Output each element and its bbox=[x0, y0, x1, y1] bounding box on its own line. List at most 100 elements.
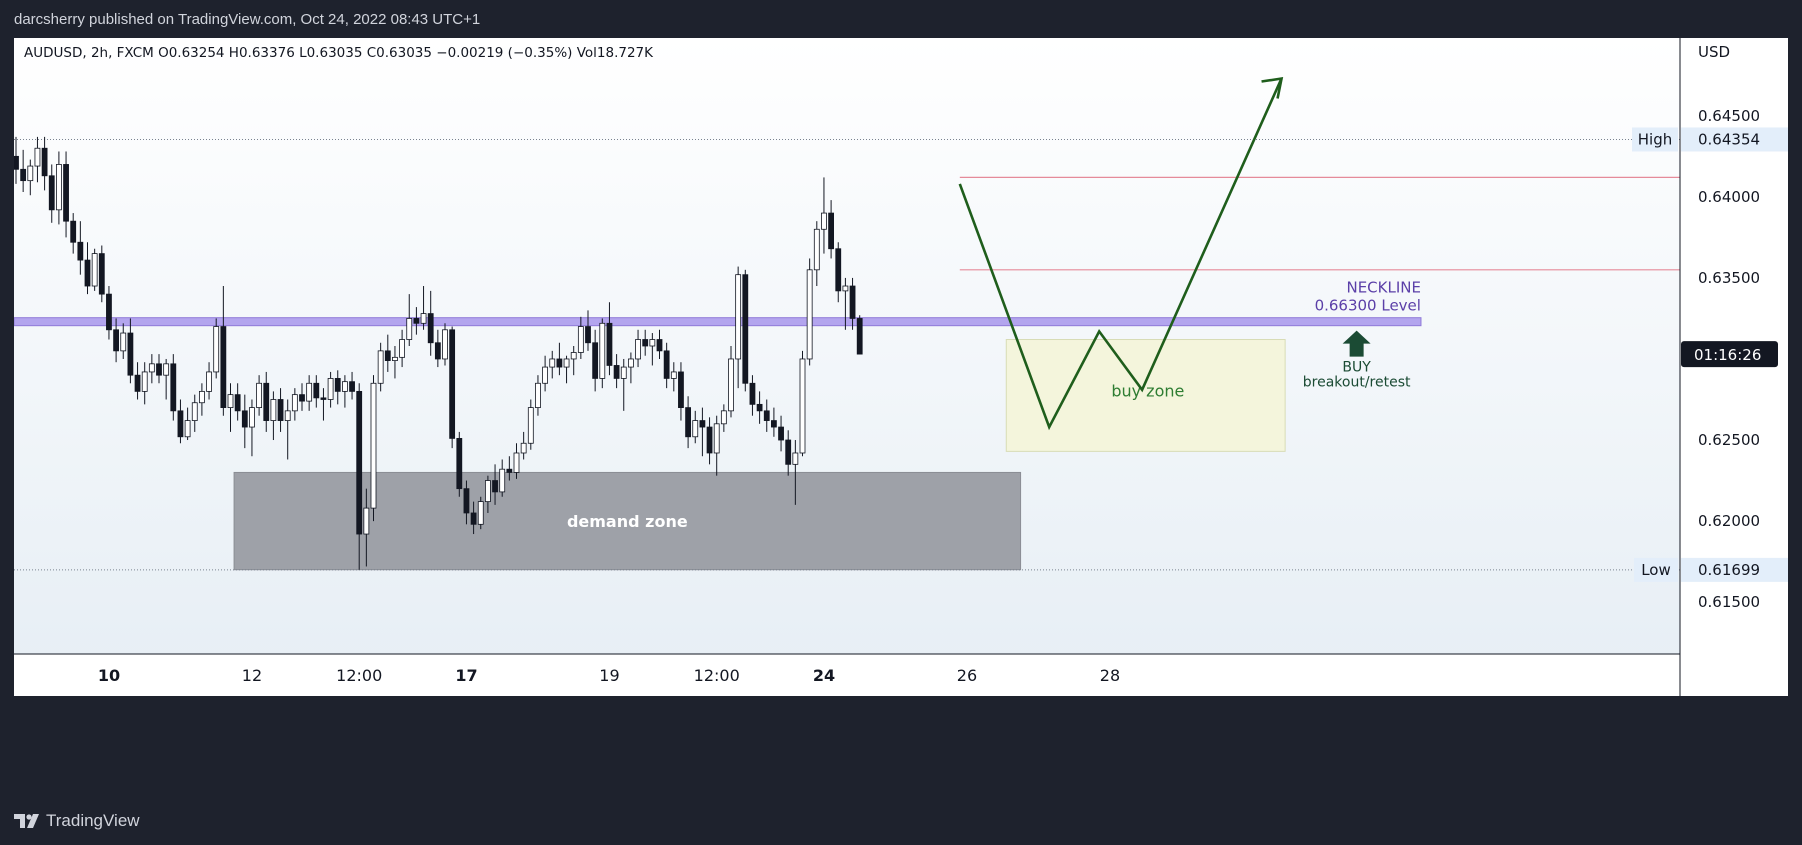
candle[interactable] bbox=[156, 354, 162, 384]
candle[interactable] bbox=[227, 383, 234, 432]
candle[interactable] bbox=[728, 346, 734, 418]
candle[interactable] bbox=[77, 221, 84, 275]
candle[interactable] bbox=[120, 323, 127, 359]
candle[interactable] bbox=[735, 266, 742, 389]
candle[interactable] bbox=[249, 399, 255, 457]
candle[interactable] bbox=[70, 213, 77, 254]
candle[interactable] bbox=[577, 316, 584, 359]
candle[interactable] bbox=[649, 333, 656, 366]
candle[interactable] bbox=[270, 391, 277, 441]
candle[interactable] bbox=[27, 159, 34, 196]
projection-path[interactable] bbox=[958, 77, 1283, 431]
candle[interactable] bbox=[170, 354, 177, 421]
candle[interactable] bbox=[549, 350, 556, 379]
candle[interactable] bbox=[706, 417, 713, 465]
candle[interactable] bbox=[98, 245, 105, 303]
candle[interactable] bbox=[13, 136, 19, 184]
candle[interactable] bbox=[434, 329, 441, 368]
candle[interactable] bbox=[84, 242, 91, 295]
candle[interactable] bbox=[399, 329, 406, 368]
candle[interactable] bbox=[678, 362, 684, 421]
candle[interactable] bbox=[670, 362, 677, 392]
candle[interactable] bbox=[349, 371, 355, 400]
candle[interactable] bbox=[291, 388, 298, 421]
candle[interactable] bbox=[256, 375, 263, 416]
candle[interactable] bbox=[48, 164, 55, 223]
candle[interactable] bbox=[334, 370, 341, 405]
candle[interactable] bbox=[835, 242, 842, 303]
candle[interactable] bbox=[20, 149, 27, 192]
chart-frame[interactable]: demand zone buy zone NECKLINE 0.66300 Leve… bbox=[13, 38, 1788, 797]
candle[interactable] bbox=[191, 394, 198, 432]
candle[interactable] bbox=[91, 248, 98, 291]
tradingview-logo[interactable]: TradingView bbox=[14, 811, 140, 831]
candle[interactable] bbox=[720, 404, 727, 432]
candle[interactable] bbox=[299, 383, 305, 411]
candle[interactable] bbox=[163, 358, 170, 400]
candle[interactable] bbox=[542, 355, 548, 392]
candle[interactable] bbox=[184, 407, 191, 441]
candle[interactable] bbox=[413, 307, 420, 335]
candle[interactable] bbox=[771, 407, 777, 437]
candle[interactable] bbox=[220, 286, 227, 416]
candle[interactable] bbox=[177, 399, 184, 444]
candle[interactable] bbox=[406, 294, 413, 346]
candle[interactable] bbox=[828, 200, 834, 259]
candle[interactable] bbox=[620, 358, 627, 411]
candle[interactable] bbox=[556, 342, 563, 376]
candle[interactable] bbox=[127, 318, 134, 384]
candle[interactable] bbox=[599, 318, 606, 389]
candle[interactable] bbox=[635, 329, 641, 368]
candle[interactable] bbox=[592, 329, 599, 392]
candle[interactable] bbox=[778, 415, 784, 452]
candle[interactable] bbox=[470, 501, 477, 535]
candle[interactable] bbox=[420, 286, 427, 330]
candle[interactable] bbox=[520, 431, 527, 460]
buy-zone-rect[interactable] bbox=[1005, 339, 1286, 452]
candle[interactable] bbox=[628, 352, 634, 384]
candle[interactable] bbox=[656, 329, 663, 359]
candle[interactable] bbox=[134, 362, 141, 400]
candle[interactable] bbox=[513, 443, 520, 479]
candle[interactable] bbox=[63, 151, 69, 238]
candle[interactable] bbox=[699, 407, 706, 457]
candle[interactable] bbox=[749, 375, 756, 416]
candle[interactable] bbox=[570, 346, 577, 376]
candle[interactable] bbox=[141, 362, 148, 405]
candle[interactable] bbox=[41, 136, 48, 191]
candle[interactable] bbox=[742, 269, 749, 392]
candle[interactable] bbox=[535, 375, 541, 416]
candle[interactable] bbox=[392, 346, 398, 379]
candle[interactable] bbox=[449, 326, 456, 449]
candle[interactable] bbox=[213, 318, 220, 379]
candle[interactable] bbox=[492, 464, 498, 505]
candle[interactable] bbox=[856, 315, 863, 355]
candle[interactable] bbox=[585, 310, 591, 351]
candle[interactable] bbox=[234, 383, 241, 421]
candle[interactable] bbox=[499, 459, 506, 497]
candle[interactable] bbox=[849, 277, 856, 330]
candle[interactable] bbox=[356, 383, 363, 570]
candle[interactable] bbox=[813, 221, 820, 287]
candle[interactable] bbox=[563, 355, 570, 384]
candle[interactable] bbox=[34, 136, 41, 183]
candle[interactable] bbox=[327, 371, 334, 408]
candle[interactable] bbox=[277, 388, 284, 432]
candle[interactable] bbox=[821, 177, 827, 254]
candle[interactable] bbox=[642, 329, 649, 356]
candle[interactable] bbox=[613, 354, 620, 389]
candle[interactable] bbox=[663, 342, 670, 389]
candle[interactable] bbox=[263, 371, 270, 432]
candle[interactable] bbox=[284, 399, 291, 460]
candle[interactable] bbox=[463, 480, 470, 525]
candle[interactable] bbox=[341, 375, 348, 408]
candle[interactable] bbox=[363, 488, 370, 567]
candle[interactable] bbox=[198, 383, 205, 416]
candle[interactable] bbox=[377, 342, 384, 392]
candle[interactable] bbox=[113, 318, 119, 363]
candle[interactable] bbox=[756, 391, 763, 424]
candle[interactable] bbox=[763, 399, 770, 432]
candle[interactable] bbox=[606, 302, 613, 376]
candle[interactable] bbox=[792, 440, 799, 505]
